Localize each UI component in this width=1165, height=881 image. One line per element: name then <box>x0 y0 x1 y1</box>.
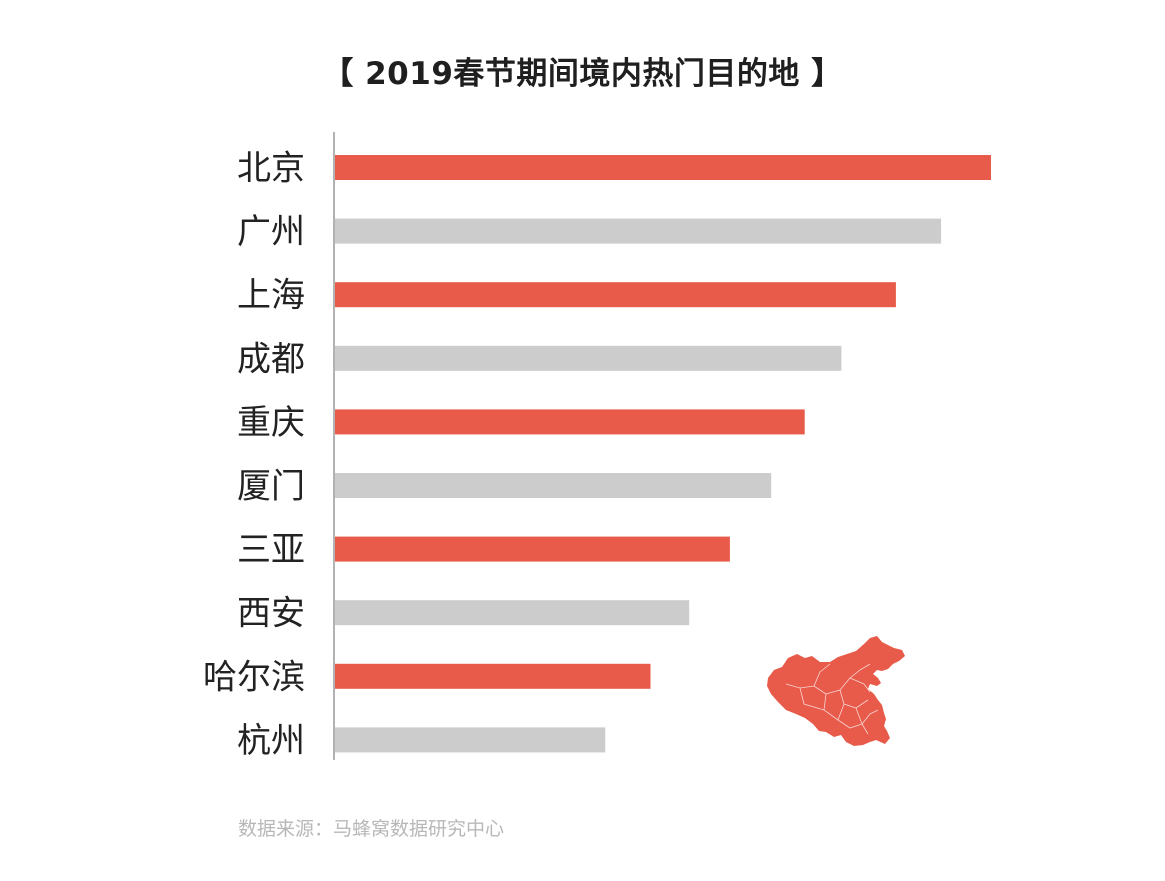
bar-6 <box>335 473 772 498</box>
bar-4 <box>335 345 842 371</box>
bar-7 <box>335 536 730 562</box>
bar-2 <box>335 218 942 244</box>
chart-title: 【 2019春节期间境内热门目的地 】 <box>322 56 843 92</box>
category-label-1: 北京 <box>237 149 305 189</box>
category-label-7: 三亚 <box>237 530 305 570</box>
bar-9 <box>335 663 651 689</box>
category-label-2: 广州 <box>237 212 305 252</box>
category-label-10: 杭州 <box>237 721 305 761</box>
bar-10 <box>335 727 606 753</box>
bar-8 <box>335 600 690 626</box>
category-label-6: 厦门 <box>237 467 305 507</box>
bar-3 <box>335 282 896 308</box>
bars-layer <box>335 155 991 753</box>
china-map-icon <box>767 636 905 746</box>
category-label-9: 哈尔滨 <box>203 657 305 697</box>
source-note: 数据来源：马蜂窝数据研究中心 <box>238 818 505 840</box>
category-label-8: 西安 <box>237 594 305 634</box>
bar-5 <box>335 409 805 435</box>
category-label-3: 上海 <box>237 276 305 316</box>
bar-1 <box>335 155 991 180</box>
category-label-4: 成都 <box>237 339 305 379</box>
category-label-5: 重庆 <box>237 403 305 443</box>
china-map-province-lines <box>785 663 879 735</box>
